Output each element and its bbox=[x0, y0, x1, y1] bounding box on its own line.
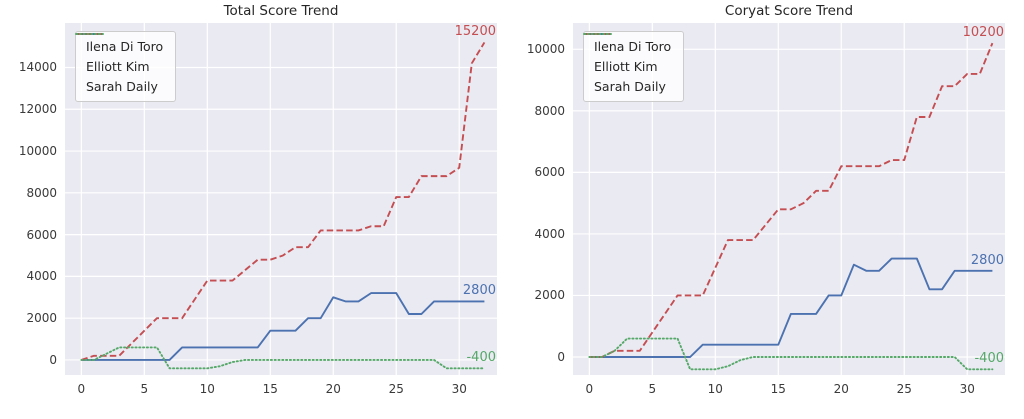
x-tick-label: 25 bbox=[388, 382, 404, 396]
y-tick-label: 8000 bbox=[534, 103, 565, 118]
x-tick-label: 30 bbox=[959, 382, 975, 396]
legend-entry-sarah-daily: Sarah Daily bbox=[75, 33, 163, 94]
end-value-label-sarah-daily: -400 bbox=[466, 350, 496, 366]
legend-entry-elliott-kim: Elliott Kim bbox=[584, 33, 671, 74]
y-tick-label: 6000 bbox=[534, 165, 565, 180]
y-tick-label: 10000 bbox=[18, 144, 57, 159]
end-value-label-sarah-daily: -400 bbox=[974, 351, 1004, 367]
y-tick-label: 6000 bbox=[26, 227, 57, 242]
legend-entry-ilena-di-toro: Ilena Di Toro bbox=[584, 33, 672, 54]
legend-label: Ilena Di Toro bbox=[594, 39, 672, 54]
chart-title-coryat-score-trend: Coryat Score Trend bbox=[724, 3, 854, 19]
plot-area-coryat-score-trend: Ilena Di Toro Elliott Kim Sarah Daily 2800 1… bbox=[573, 23, 1005, 375]
legend-label: Elliott Kim bbox=[594, 59, 658, 74]
x-tick-label: 5 bbox=[648, 382, 657, 396]
x-tick-label: 25 bbox=[896, 382, 912, 396]
series-line-sarah-daily bbox=[80, 346, 486, 370]
legend: Ilena Di Toro Elliott Kim Sarah Daily bbox=[583, 31, 685, 102]
y-tick-label: 4000 bbox=[26, 269, 57, 284]
series-line-ilena-di-toro bbox=[81, 292, 485, 361]
legend-label: Elliott Kim bbox=[86, 59, 150, 74]
end-value-label-ilena-di-toro: 2800 bbox=[970, 252, 1004, 268]
x-tick-label: 10 bbox=[707, 382, 723, 396]
y-tick-label: 12000 bbox=[18, 102, 57, 117]
y-tick-label: 10000 bbox=[526, 42, 565, 57]
x-tick-label: 30 bbox=[451, 382, 467, 396]
x-tick-label: 15 bbox=[770, 382, 786, 396]
legend-label: Sarah Daily bbox=[86, 79, 158, 94]
series-line-ilena-di-toro bbox=[589, 257, 993, 358]
y-tick-label: 0 bbox=[557, 350, 565, 364]
plot-area-total-score-trend: Ilena Di Toro Elliott Kim Sarah Daily 2800 1… bbox=[65, 23, 497, 375]
x-tick-label: 20 bbox=[325, 382, 341, 396]
legend-label: Sarah Daily bbox=[594, 79, 666, 94]
series-line-sarah-daily bbox=[588, 337, 994, 371]
y-tick-label: 0 bbox=[49, 352, 57, 367]
end-value-label-elliott-kim: 15200 bbox=[454, 24, 496, 40]
y-tick-label: 14000 bbox=[18, 60, 57, 75]
y-tick-label: 2000 bbox=[534, 288, 565, 303]
series-line-elliott-kim bbox=[589, 42, 994, 358]
y-tick-label: 8000 bbox=[26, 185, 57, 200]
x-tick-label: 0 bbox=[77, 382, 86, 396]
legend-line-sample-dotted bbox=[75, 33, 104, 35]
x-tick-label: 20 bbox=[833, 382, 849, 396]
x-tick-label: 10 bbox=[199, 382, 215, 396]
x-tick-label: 15 bbox=[262, 382, 278, 396]
y-tick-label: 4000 bbox=[534, 226, 565, 241]
legend-entry-ilena-di-toro: Ilena Di Toro bbox=[76, 33, 164, 54]
legend-label: Ilena Di Toro bbox=[86, 39, 164, 54]
end-value-label-ilena-di-toro: 2800 bbox=[462, 283, 496, 299]
end-value-label-elliott-kim: 10200 bbox=[962, 25, 1004, 41]
legend-line-sample-dotted bbox=[583, 33, 612, 35]
chart-title-total-score-trend: Total Score Trend bbox=[223, 3, 339, 19]
series-line-elliott-kim bbox=[81, 41, 486, 361]
x-tick-label: 5 bbox=[140, 382, 149, 396]
x-tick-label: 0 bbox=[585, 382, 594, 396]
legend-entry-elliott-kim: Elliott Kim bbox=[76, 33, 163, 74]
legend: Ilena Di Toro Elliott Kim Sarah Daily bbox=[75, 31, 177, 102]
legend-entry-sarah-daily: Sarah Daily bbox=[583, 33, 671, 94]
y-tick-label: 2000 bbox=[26, 311, 57, 326]
